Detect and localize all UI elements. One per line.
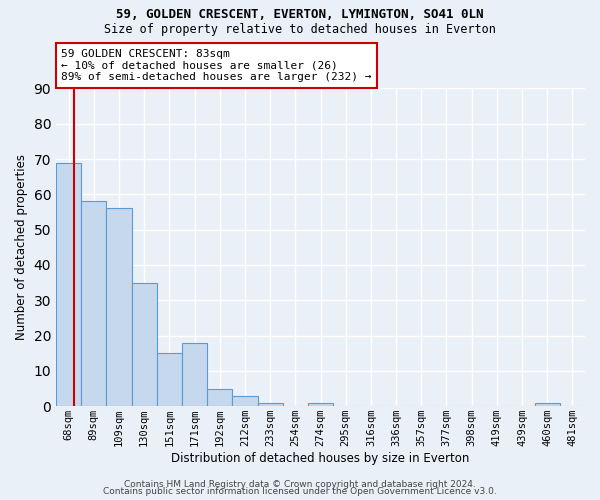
Bar [81,202,106,406]
Text: Size of property relative to detached houses in Everton: Size of property relative to detached ho… [104,22,496,36]
Text: 59 GOLDEN CRESCENT: 83sqm
← 10% of detached houses are smaller (26)
89% of semi-: 59 GOLDEN CRESCENT: 83sqm ← 10% of detac… [61,49,372,82]
Bar [232,396,257,406]
Bar [182,342,207,406]
Bar [131,282,157,406]
Text: 59, GOLDEN CRESCENT, EVERTON, LYMINGTON, SO41 0LN: 59, GOLDEN CRESCENT, EVERTON, LYMINGTON,… [116,8,484,20]
Bar [535,402,560,406]
Text: Contains public sector information licensed under the Open Government Licence v3: Contains public sector information licen… [103,487,497,496]
X-axis label: Distribution of detached houses by size in Everton: Distribution of detached houses by size … [172,452,470,465]
Y-axis label: Number of detached properties: Number of detached properties [15,154,28,340]
Bar [308,402,333,406]
Bar [257,402,283,406]
Bar [106,208,131,406]
Text: Contains HM Land Registry data © Crown copyright and database right 2024.: Contains HM Land Registry data © Crown c… [124,480,476,489]
Bar [157,353,182,406]
Bar [56,162,81,406]
Bar [207,388,232,406]
